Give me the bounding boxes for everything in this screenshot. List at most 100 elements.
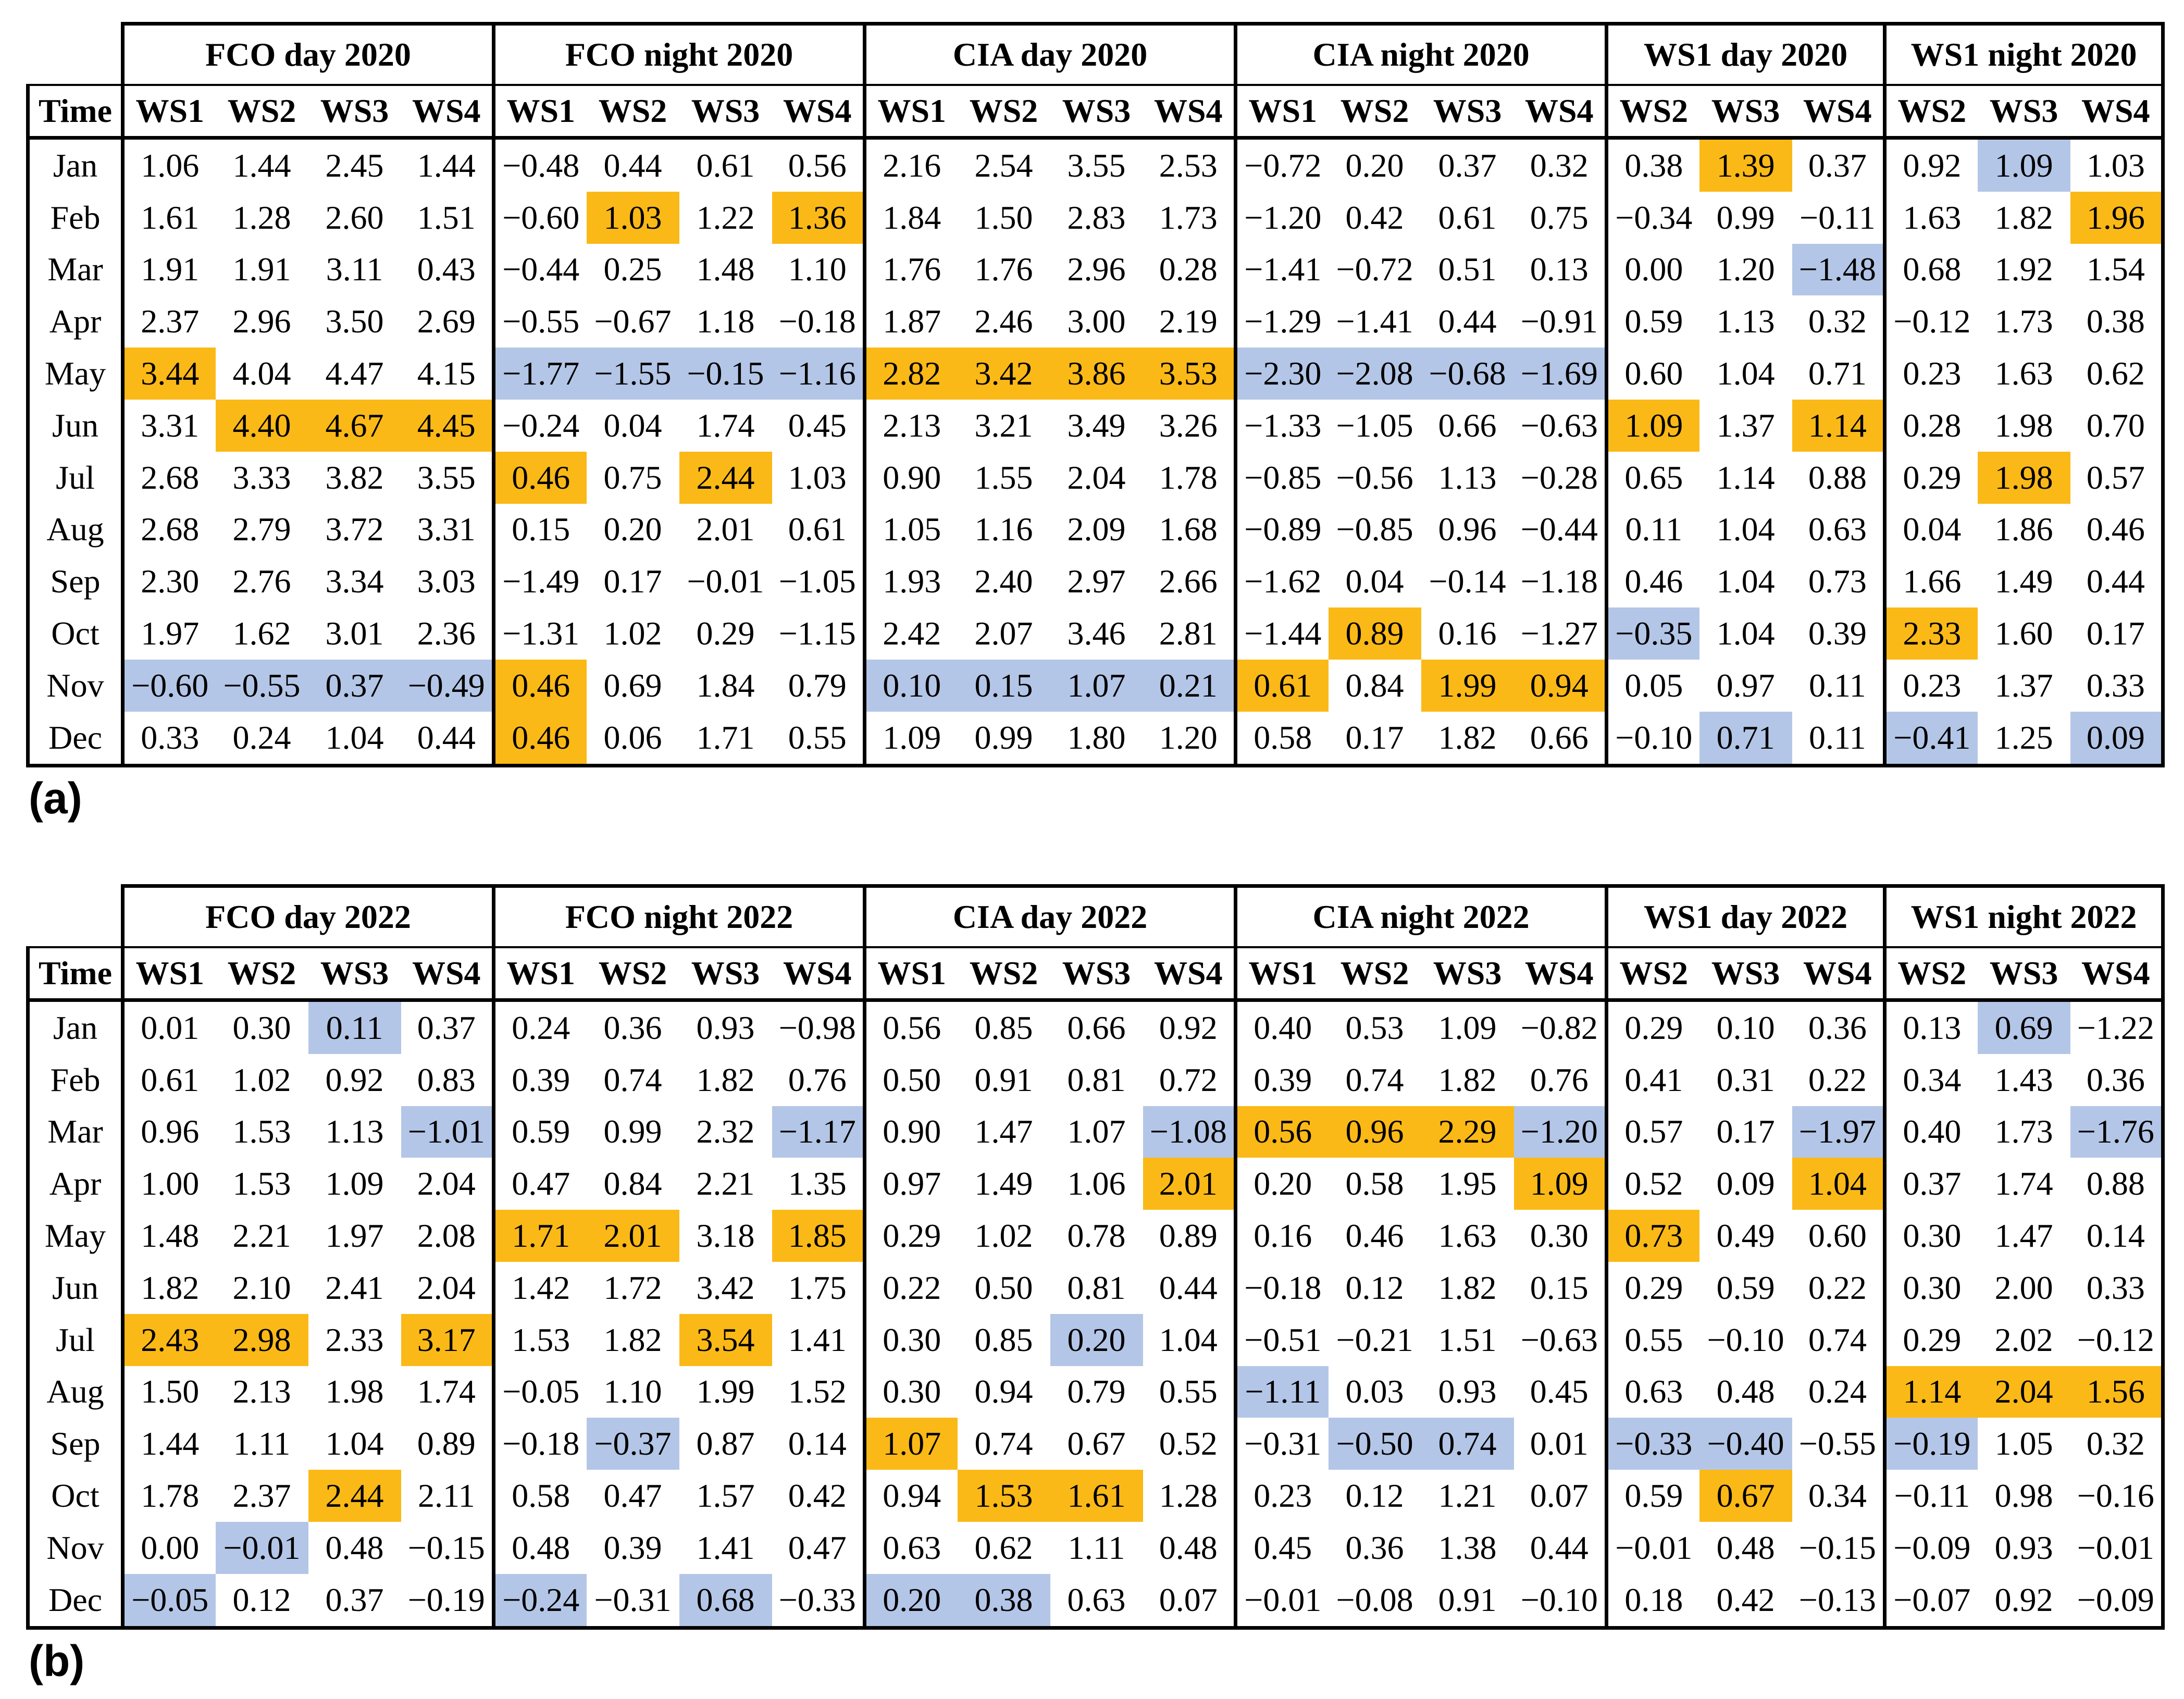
value-cell: 2.04 [1977, 1366, 2070, 1418]
value-cell: −0.18 [1244, 1269, 1322, 1306]
value-cell: 1.13 [1716, 303, 1775, 340]
value-cell: 0.23 [1903, 355, 1962, 392]
value-cell: 0.92 [325, 1061, 384, 1098]
value-cell: 1.20 [1143, 711, 1238, 767]
value-cell: −0.05 [122, 1573, 216, 1630]
value-cell: 0.10 [1716, 1009, 1775, 1046]
value-cell: −0.05 [502, 1373, 580, 1410]
month-cell: Dec [26, 711, 125, 767]
value-cell: 0.59 [1624, 1477, 1683, 1515]
value-cell: 0.25 [603, 251, 662, 288]
value-cell: −0.91 [1513, 295, 1609, 348]
value-cell: 0.44 [401, 711, 495, 767]
value-cell: −0.55 [1792, 1418, 1887, 1470]
value-cell: 0.22 [883, 1269, 941, 1306]
value-cell: 1.28 [232, 199, 291, 236]
value-cell: 3.03 [401, 555, 495, 608]
value-cell: −0.50 [1328, 1418, 1421, 1470]
value-cell: 0.93 [696, 1009, 755, 1046]
value-cell: 0.91 [1421, 1573, 1514, 1630]
value-cell: 0.17 [603, 563, 662, 600]
value-cell: 0.10 [864, 659, 958, 712]
value-cell: −0.31 [1244, 1425, 1322, 1462]
value-cell: 4.04 [232, 355, 291, 392]
value-cell: 3.55 [1067, 146, 1126, 184]
value-cell: −0.72 [1244, 146, 1322, 184]
value-cell: 0.30 [883, 1321, 941, 1358]
value-cell: 1.09 [1513, 1158, 1609, 1210]
value-cell: 0.47 [772, 1521, 866, 1574]
value-cell: 0.75 [603, 458, 662, 496]
value-cell: 1.07 [1067, 1113, 1126, 1150]
value-cell: 1.98 [1977, 451, 2070, 504]
station-header: WS4 [1792, 946, 1887, 1002]
value-cell: 0.44 [1438, 303, 1497, 340]
value-cell: 1.87 [883, 303, 941, 340]
station-header: WS2 [1328, 84, 1421, 140]
value-cell: 0.89 [401, 1418, 495, 1470]
value-cell: 1.36 [772, 191, 866, 244]
value-cell: 0.29 [1624, 1269, 1683, 1306]
value-cell: −0.13 [1792, 1573, 1887, 1630]
month-cell: Jan [26, 1000, 125, 1054]
value-cell: 1.10 [772, 243, 866, 296]
value-cell: 1.04 [1716, 615, 1775, 652]
value-cell: 0.40 [1903, 1113, 1962, 1150]
value-cell: 4.40 [215, 399, 308, 452]
value-cell: 0.24 [215, 711, 308, 767]
value-cell: 1.82 [696, 1061, 755, 1098]
value-cell: 0.59 [1624, 303, 1683, 340]
value-cell: 0.04 [603, 406, 662, 444]
month-cell: Aug [26, 503, 125, 556]
value-cell: 0.69 [1977, 1000, 2070, 1054]
table-row: Jul 2.43 2.98 2.33 3.17 1.53 1.82 3.54 1.41 0.30 0… [26, 1313, 2165, 1366]
value-cell: 3.34 [325, 563, 384, 600]
value-cell: 1.04 [1792, 1158, 1887, 1210]
value-cell: 1.99 [696, 1373, 755, 1410]
value-cell: 0.74 [974, 1425, 1033, 1462]
value-cell: 2.13 [883, 406, 941, 444]
value-cell: 0.76 [1513, 1053, 1609, 1106]
value-cell: −0.63 [1513, 1313, 1609, 1366]
value-cell: 1.43 [1994, 1061, 2053, 1098]
value-cell: 0.07 [1143, 1573, 1238, 1630]
table-panel-a: FCO day 2020 FCO night 2020 CIA day 2020 CI… [26, 22, 2165, 767]
value-cell: 1.74 [696, 406, 755, 444]
table-row: Nov 0.00 −0.01 0.48 −0.15 0.48 0.39 1.41 0.47 0.6… [26, 1521, 2165, 1574]
value-cell: −0.24 [502, 406, 580, 444]
value-cell: 1.82 [1438, 1061, 1497, 1098]
value-cell: 1.98 [1994, 406, 2053, 444]
station-header: WS1 [864, 946, 958, 1002]
value-cell: 0.11 [308, 1000, 401, 1054]
value-cell: 2.44 [308, 1470, 401, 1522]
value-cell: 1.98 [325, 1373, 384, 1410]
value-cell: 0.59 [512, 1113, 570, 1150]
value-cell: 0.28 [1903, 406, 1962, 444]
value-cell: 2.53 [1143, 138, 1238, 192]
value-cell: −1.76 [2070, 1106, 2165, 1158]
station-header: WS4 [401, 946, 495, 1002]
value-cell: 0.30 [1513, 1210, 1609, 1262]
station-header: WS1 [493, 946, 587, 1002]
value-cell: 2.68 [141, 511, 200, 548]
value-cell: 1.54 [2070, 243, 2165, 296]
value-cell: 3.26 [1143, 399, 1238, 452]
value-cell: 0.90 [883, 458, 941, 496]
value-cell: 0.37 [401, 1000, 495, 1054]
value-cell: 1.02 [603, 615, 662, 652]
value-cell: 1.74 [1994, 1165, 2053, 1202]
value-cell: 0.33 [122, 711, 216, 767]
value-cell: 0.12 [1345, 1269, 1404, 1306]
value-cell: 1.82 [1994, 199, 2053, 236]
table-row: Dec −0.05 0.12 0.37 −0.19 −0.24 −0.31 0.68 −0.33… [26, 1573, 2165, 1630]
station-header: WS3 [308, 946, 401, 1002]
value-cell: 2.76 [232, 563, 291, 600]
value-cell: 0.71 [1792, 348, 1887, 400]
table-row: Nov −0.60 −0.55 0.37 −0.49 0.46 0.69 1.84 0.79 0.… [26, 659, 2165, 712]
value-cell: 2.19 [1143, 295, 1238, 348]
value-cell: 2.02 [1994, 1321, 2053, 1358]
station-header: WS4 [1513, 946, 1609, 1002]
value-cell: 1.35 [772, 1158, 866, 1210]
value-cell: −0.18 [502, 1425, 580, 1462]
group-header: FCO day 2022 [121, 884, 495, 948]
